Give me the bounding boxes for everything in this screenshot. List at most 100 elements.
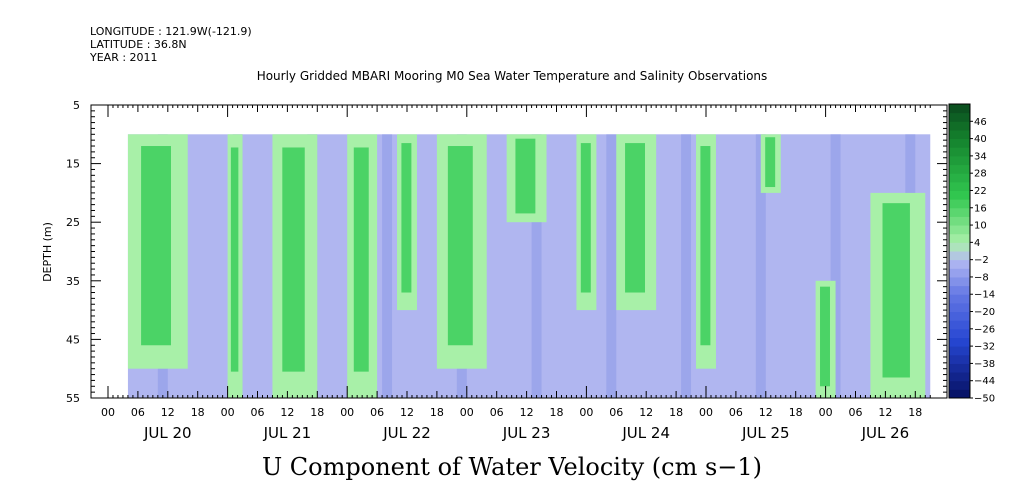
- heatmap-field: [127, 134, 931, 398]
- y-tick-label: 35: [66, 275, 80, 288]
- x-hour-tick-label: 12: [161, 406, 175, 419]
- heatmap-negative-stripe: [681, 134, 692, 398]
- colorbar-segment: [949, 354, 970, 364]
- colorbar-segment: [949, 242, 970, 252]
- colorbar-segment: [949, 121, 970, 131]
- x-hour-tick-label: 18: [789, 406, 803, 419]
- colorbar-segment: [949, 216, 970, 226]
- x-hour-tick-label: 12: [520, 406, 534, 419]
- x-day-tick-label: JUL 21: [263, 424, 312, 442]
- x-hour-tick-label: 12: [280, 406, 294, 419]
- colorbar-segment: [949, 337, 970, 347]
- heatmap-positive-core: [700, 146, 711, 346]
- heatmap-positive-core: [515, 138, 536, 214]
- heatmap-positive-core: [625, 143, 646, 293]
- colorbar-tick-label: −26: [974, 324, 995, 335]
- x-hour-tick-label: 00: [221, 406, 235, 419]
- colorbar-segment: [949, 181, 970, 191]
- x-hour-tick-label: 00: [460, 406, 474, 419]
- colorbar-segment: [949, 233, 970, 243]
- colorbar-segment: [949, 320, 970, 330]
- colorbar-tick-label: 40: [974, 134, 987, 145]
- heatmap-positive-core: [580, 143, 591, 293]
- colorbar-segment: [949, 147, 970, 157]
- x-hour-tick-label: 06: [251, 406, 265, 419]
- colorbar-tick-label: −20: [974, 307, 995, 318]
- plot-frame: [90, 104, 948, 399]
- colorbar-tick-label: 16: [974, 203, 987, 214]
- colorbar-segment: [949, 259, 970, 269]
- colorbar-segment: [949, 285, 970, 295]
- colorbar-tick-label: −38: [974, 359, 995, 370]
- x-hour-tick-label: 00: [101, 406, 115, 419]
- year-label: YEAR : 2011: [89, 51, 158, 64]
- x-hour-tick-label: 00: [579, 406, 593, 419]
- x-day-tick-label: JUL 24: [621, 424, 670, 442]
- colorbar-segment: [949, 346, 970, 356]
- heatmap-positive-core: [230, 147, 239, 372]
- colorbar-segment: [949, 207, 970, 217]
- heatmap-positive-core: [820, 286, 830, 387]
- x-hour-tick-label: 18: [908, 406, 922, 419]
- y-tick-label: 45: [66, 333, 80, 346]
- y-tick-label: 55: [66, 392, 80, 405]
- x-hour-tick-label: 06: [729, 406, 743, 419]
- x-hour-tick-label: 06: [609, 406, 623, 419]
- heatmap-positive-core: [447, 146, 473, 346]
- colorbar-segment: [949, 129, 970, 140]
- colorbar-tick-label: −50: [974, 394, 995, 405]
- colorbar-segment: [949, 225, 970, 235]
- x-hour-tick-label: 12: [878, 406, 892, 419]
- colorbar-segment: [949, 328, 970, 338]
- y-tick-label: 5: [73, 99, 80, 112]
- x-hour-tick-label: 18: [669, 406, 683, 419]
- colorbar-tick-label: −44: [974, 376, 995, 387]
- heatmap-positive-core: [353, 147, 369, 372]
- colorbar-segment: [949, 138, 970, 148]
- colorbar-segment: [949, 164, 970, 174]
- heatmap-negative-stripe: [382, 134, 393, 398]
- colorbar-segment: [949, 311, 970, 321]
- heatmap-positive-core: [882, 203, 910, 378]
- x-hour-tick-label: 12: [759, 406, 773, 419]
- x-day-tick-label: JUL 22: [382, 424, 431, 442]
- y-tick-label: 25: [66, 216, 80, 229]
- colorbar-segment: [949, 112, 970, 122]
- colorbar-tick-label: 22: [974, 186, 987, 197]
- colorbar-segment: [949, 380, 970, 390]
- x-hour-tick-label: 06: [849, 406, 863, 419]
- colorbar-segment: [949, 294, 970, 304]
- colorbar-frame: [948, 103, 971, 399]
- longitude-label: LONGITUDE : 121.9W(-121.9): [90, 25, 252, 38]
- heatmap-negative-stripe: [606, 134, 617, 398]
- heatmap-positive-core: [141, 146, 171, 346]
- colorbar-tick-label: 34: [974, 151, 987, 162]
- x-hour-tick-label: 18: [430, 406, 444, 419]
- x-day-tick-label: JUL 26: [861, 424, 910, 442]
- colorbar: 46 40 34 28 22 16 10 4 −2 −8 −14 −20 −26 −32 −38 −44 −50: [948, 103, 995, 405]
- x-hour-tick-label: 18: [550, 406, 564, 419]
- x-hour-tick-label: 06: [131, 406, 145, 419]
- x-hour-tick-label: 12: [400, 406, 414, 419]
- colorbar-tick-label: 46: [974, 117, 987, 128]
- y-tick-label: 15: [66, 158, 80, 171]
- x-hour-tick-label: 06: [490, 406, 504, 419]
- heatmap-positive-core: [401, 143, 412, 293]
- colorbar-segment: [949, 173, 970, 183]
- colorbar-tick-label: −2: [974, 255, 989, 266]
- x-hour-tick-label: 00: [340, 406, 354, 419]
- x-day-tick-label: JUL 20: [143, 424, 192, 442]
- chart-title: Hourly Gridded MBARI Mooring M0 Sea Wate…: [257, 69, 768, 83]
- colorbar-tick-label: −14: [974, 290, 995, 301]
- heatmap-negative-stripe: [755, 134, 766, 398]
- colorbar-segment: [949, 190, 970, 200]
- colorbar-segment: [949, 363, 970, 373]
- colorbar-tick-label: 28: [974, 169, 987, 180]
- x-day-tick-label: JUL 25: [741, 424, 790, 442]
- x-hour-tick-label: 06: [370, 406, 384, 419]
- colorbar-tick-label: 4: [974, 238, 980, 249]
- colorbar-segment: [949, 389, 970, 399]
- x-hour-tick-label: 12: [639, 406, 653, 419]
- x-day-tick-label: JUL 23: [502, 424, 551, 442]
